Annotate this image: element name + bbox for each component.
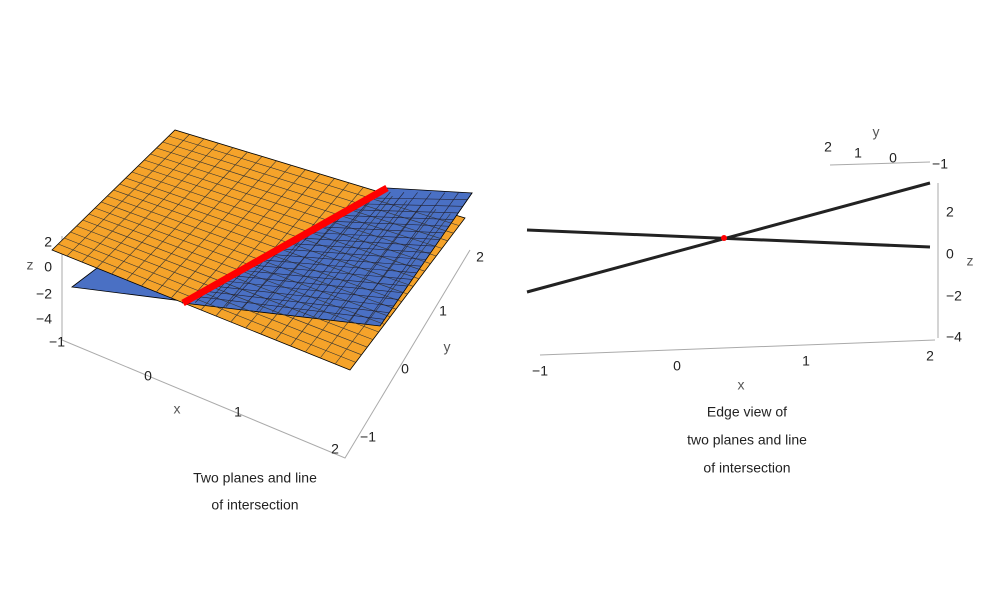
mesh-line [260,191,379,335]
label: −1 [360,429,376,445]
mesh-line [287,191,391,315]
label: 1 [802,353,810,369]
label: 2 [926,348,934,364]
label: 2 [331,441,339,457]
label: 0 [889,150,897,166]
mesh-line [200,173,321,311]
plot-3d-edge [526,161,939,356]
mesh-line [168,135,460,226]
label: −2 [36,286,52,302]
mesh-line [156,147,448,242]
plane-edge [526,181,931,294]
mesh-line [302,192,405,317]
mesh-line [318,192,418,319]
label: of intersection [703,460,790,476]
label: z [27,257,34,273]
mesh-line [131,171,425,272]
mesh-line [144,159,437,257]
label: −1 [49,334,65,350]
mesh-line [119,183,414,287]
label: Edge view of [707,404,787,420]
mesh-line [271,191,378,313]
label: two planes and line [687,432,807,448]
label: 0 [673,358,681,374]
label: z [967,253,974,269]
label: 2 [44,234,52,250]
label: of intersection [211,497,298,513]
mesh-line [334,213,451,365]
mesh-line [150,153,443,249]
label: 0 [44,259,52,275]
label: 0 [401,361,409,377]
mesh-line [364,192,459,325]
label: 2 [824,139,832,155]
label: Two planes and line [193,470,317,486]
mesh-line [290,200,408,347]
axis-x [539,339,936,356]
label: 2 [476,249,484,265]
axis-y [829,161,931,166]
label: −1 [932,156,948,172]
label: 0 [946,246,954,262]
label: −4 [946,329,962,345]
label: −4 [36,311,52,327]
mesh-line [333,192,432,321]
label: x [738,377,745,393]
plot-3d [51,129,473,459]
label: x [174,401,181,417]
mesh-line [348,192,446,323]
intersection-line [181,184,389,307]
label: 1 [854,145,862,161]
mesh-line [305,204,422,353]
label: 2 [946,204,954,220]
axes-box [61,236,471,459]
label: 0 [144,368,152,384]
intersection-point [721,235,727,241]
mesh-line [275,195,393,341]
label: y [444,339,451,355]
label: y [873,124,880,140]
label: 1 [234,404,242,420]
label: −1 [532,363,548,379]
label: 1 [439,303,447,319]
label: −2 [946,288,962,304]
mesh-line [138,165,431,264]
